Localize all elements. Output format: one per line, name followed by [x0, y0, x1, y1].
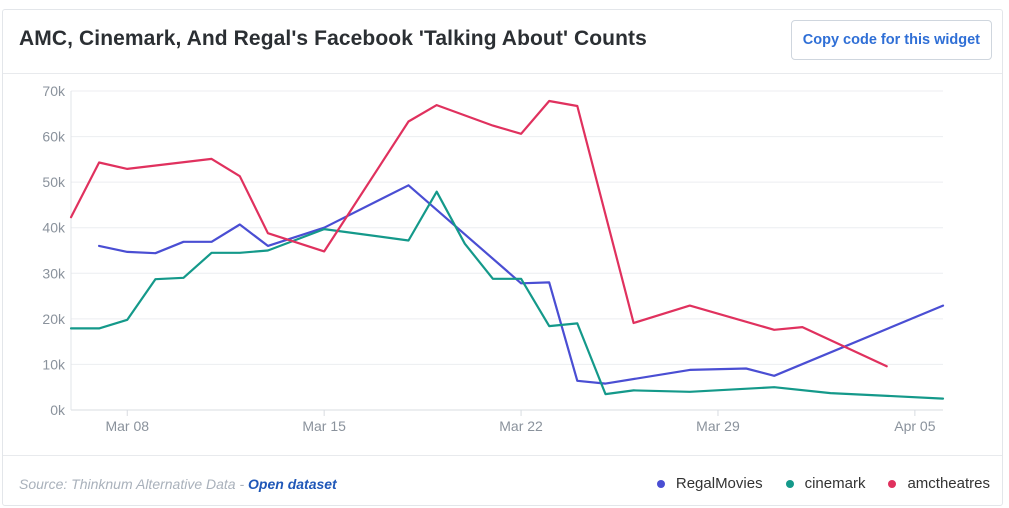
- card-header: AMC, Cinemark, And Regal's Facebook 'Tal…: [3, 10, 1002, 74]
- legend-label: cinemark: [804, 475, 866, 492]
- chart-card: AMC, Cinemark, And Regal's Facebook 'Tal…: [2, 9, 1003, 506]
- card-footer: Source: Thinknum Alternative Data - Open…: [3, 455, 1002, 507]
- x-tick-label: Mar 22: [499, 418, 543, 434]
- line-chart: 0k 10k 20k 30k 40k 50k 60k 70k Mar 08 Mar 15 Mar 2…: [42, 83, 945, 434]
- open-dataset-link[interactable]: Open dataset: [248, 476, 337, 492]
- x-tick-label: Mar 08: [105, 418, 149, 434]
- y-tick-label: 20k: [42, 311, 66, 327]
- legend-dot-icon: [656, 479, 665, 488]
- x-tick-label: Apr 05: [894, 418, 935, 434]
- legend-label: amctheatres: [907, 475, 990, 492]
- series-line-amctheatres[interactable]: [69, 99, 888, 368]
- series-line-cinemark[interactable]: [69, 190, 945, 400]
- x-tick-label: Mar 29: [696, 418, 740, 434]
- legend-item-regalmovies[interactable]: RegalMovies: [656, 475, 763, 492]
- grid-lines: [71, 90, 943, 411]
- y-tick-label: 30k: [42, 265, 66, 281]
- y-tick-label: 50k: [42, 174, 66, 190]
- source-prefix: Source: Thinknum Alternative Data -: [19, 476, 249, 492]
- legend-item-amctheatres[interactable]: amctheatres: [888, 475, 990, 492]
- source-note: Source: Thinknum Alternative Data - Open…: [19, 476, 337, 492]
- y-tick-label: 40k: [42, 220, 66, 236]
- legend-dot-icon: [888, 479, 897, 488]
- y-tick-label: 0k: [50, 402, 66, 418]
- legend-item-cinemark[interactable]: cinemark: [785, 475, 866, 492]
- chart-title: AMC, Cinemark, And Regal's Facebook 'Tal…: [19, 27, 647, 50]
- series-lines: [69, 99, 945, 400]
- y-tick-label: 70k: [42, 83, 66, 99]
- y-tick-label: 10k: [42, 356, 66, 372]
- legend-label: RegalMovies: [675, 475, 763, 492]
- axes: 0k 10k 20k 30k 40k 50k 60k 70k Mar 08 Mar 15 Mar 2…: [42, 83, 935, 434]
- legend-dot-icon: [785, 479, 794, 488]
- copy-code-button[interactable]: Copy code for this widget: [790, 20, 992, 60]
- y-tick-label: 60k: [42, 129, 66, 145]
- series-line-regalmovies[interactable]: [97, 184, 945, 385]
- chart-legend: RegalMovies cinemark amctheatres: [634, 475, 990, 492]
- x-tick-label: Mar 15: [302, 418, 346, 434]
